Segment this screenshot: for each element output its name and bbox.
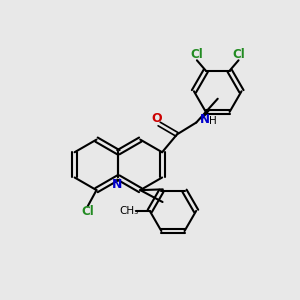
Text: Cl: Cl bbox=[233, 48, 245, 61]
Text: N: N bbox=[112, 178, 122, 190]
Text: Cl: Cl bbox=[81, 205, 94, 218]
Text: Cl: Cl bbox=[190, 48, 203, 61]
Text: H: H bbox=[209, 116, 217, 126]
Text: N: N bbox=[200, 113, 210, 126]
Text: CH₃: CH₃ bbox=[119, 206, 139, 216]
Text: O: O bbox=[152, 112, 162, 125]
